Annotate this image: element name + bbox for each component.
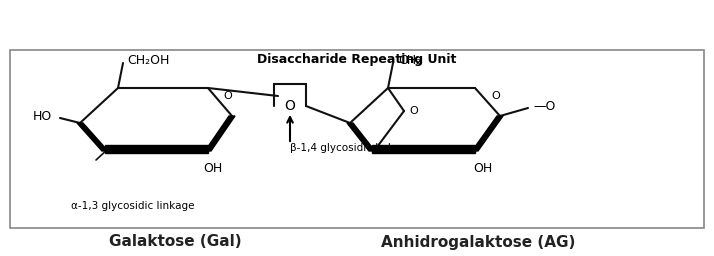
Text: O: O [285,99,296,113]
Text: OH: OH [473,163,493,176]
Text: β-1,4 glycosidic linkage: β-1,4 glycosidic linkage [291,143,413,153]
Text: α-1,3 glycosidic linkage: α-1,3 glycosidic linkage [71,201,195,211]
Polygon shape [77,123,108,151]
Text: HO: HO [32,110,51,123]
Text: Galaktose (Gal): Galaktose (Gal) [109,234,241,250]
Text: O: O [410,106,418,116]
Polygon shape [347,123,375,151]
Text: O: O [492,91,501,101]
Text: —O: —O [534,100,556,112]
Text: O: O [223,91,232,101]
Text: CH₂: CH₂ [398,54,421,67]
FancyBboxPatch shape [10,50,704,228]
Polygon shape [372,145,475,153]
Polygon shape [205,116,235,151]
Text: Disaccharide Repeating Unit: Disaccharide Repeating Unit [257,52,457,66]
Polygon shape [105,145,208,153]
Text: OH: OH [203,163,223,176]
Polygon shape [472,116,503,151]
Text: Anhidrogalaktose (AG): Anhidrogalaktose (AG) [381,234,575,250]
Text: CH₂OH: CH₂OH [127,54,169,67]
